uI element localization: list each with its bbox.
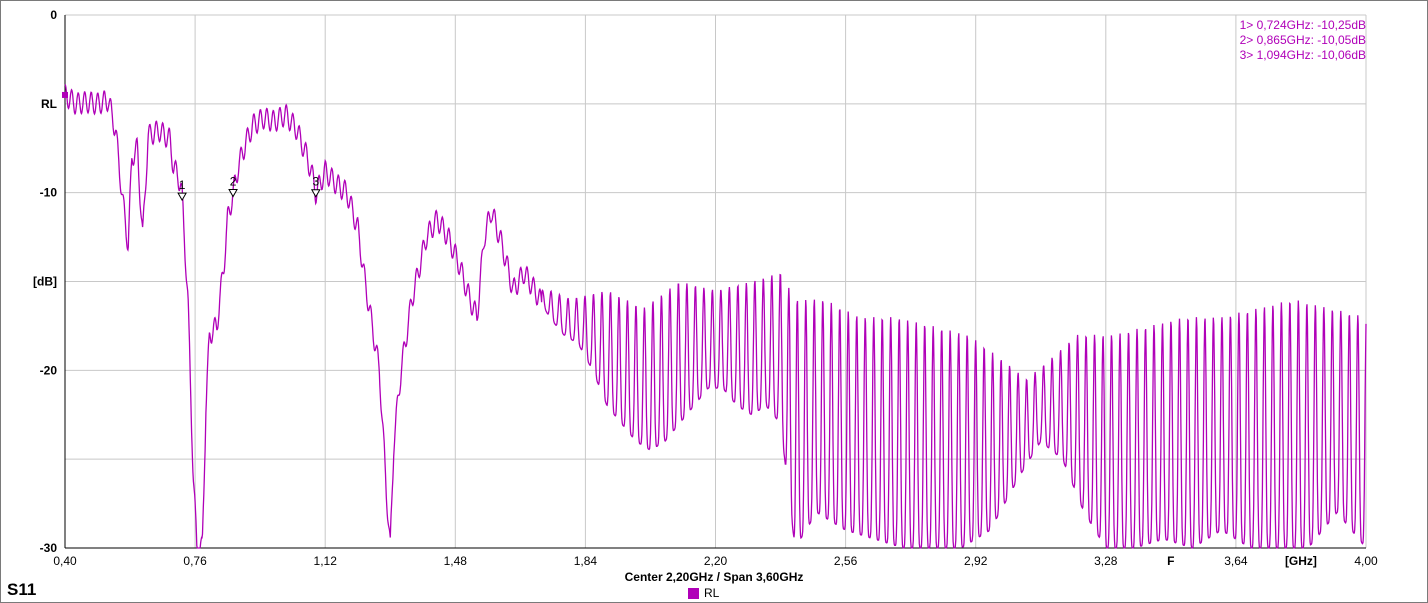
marker-3-icon xyxy=(310,189,321,198)
x-tick-5: 2,20 xyxy=(704,554,728,568)
x-tick-0: 0,40 xyxy=(53,554,77,568)
axes xyxy=(64,15,1366,549)
legend-label-rl[interactable]: RL xyxy=(704,586,720,600)
marker-readout-2: 2> 0,865GHz: -10,05dB xyxy=(1240,33,1366,47)
marker-readout-1: 1> 0,724GHz: -10,25dB xyxy=(1240,18,1366,32)
x-tick-9: 3,64 xyxy=(1224,554,1248,568)
x-tick-4: 1,84 xyxy=(574,554,598,568)
x-tick-2: 1,12 xyxy=(314,554,338,568)
x-tick-6: 2,56 xyxy=(834,554,858,568)
x-tick-1: 0,76 xyxy=(183,554,207,568)
x-unit-label: [GHz] xyxy=(1285,554,1317,568)
legend-swatch-rl[interactable] xyxy=(688,588,699,599)
markers: 1 2 3 xyxy=(177,175,321,202)
marker-3-label: 3 xyxy=(312,175,319,189)
marker-1-icon xyxy=(177,192,187,202)
center-freq-marker: F xyxy=(1167,554,1174,568)
x-tick-3: 1,48 xyxy=(444,554,468,568)
parameter-label: S11 xyxy=(7,580,37,599)
y-tick-3: [dB] xyxy=(33,275,57,289)
grid-lines xyxy=(64,14,1367,549)
y-tick-5: -30 xyxy=(40,541,58,555)
trace-rl xyxy=(62,84,1367,549)
y-tick-labels: 0 RL -10 [dB] -20 -30 xyxy=(33,8,57,555)
marker-readout-3: 3> 1,094GHz: -10,06dB xyxy=(1240,48,1366,62)
y-tick-4: -20 xyxy=(40,363,58,377)
y-tick-0: 0 xyxy=(50,8,57,22)
center-span-label: Center 2,20GHz / Span 3,60GHz xyxy=(624,570,804,584)
marker-1-label: 1 xyxy=(179,178,186,192)
marker-2-icon xyxy=(228,189,238,198)
x-tick-7: 2,92 xyxy=(964,554,988,568)
y-tick-1: RL xyxy=(41,97,57,111)
y-tick-2: -10 xyxy=(40,186,58,200)
x-tick-8: 3,28 xyxy=(1094,554,1118,568)
marker-2-label: 2 xyxy=(230,175,237,189)
x-tick-labels: 0,40 0,76 1,12 1,48 1,84 2,20 2,56 2,92 3,28 3,64… xyxy=(53,554,1378,568)
ref-level-marker xyxy=(62,91,68,98)
trace-line-rl xyxy=(64,84,1367,549)
x-tick-10: 4,00 xyxy=(1354,554,1378,568)
